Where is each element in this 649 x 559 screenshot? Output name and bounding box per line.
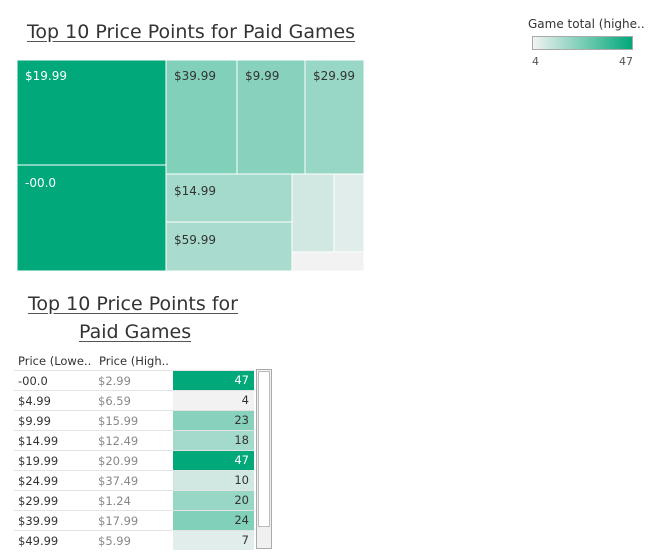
game-total-cell: 10 [173,471,254,490]
table-row[interactable]: $49.99 $5.99 7 [14,530,254,550]
table-row[interactable]: $39.99 $17.99 24 [14,510,254,530]
table-row[interactable]: $29.99 $1.24 20 [14,490,254,510]
game-total-cell: 24 [173,511,254,530]
table-row[interactable]: $9.99 $15.99 23 [14,410,254,430]
table-row[interactable]: $14.99 $12.49 18 [14,430,254,450]
treemap-tile[interactable] [304,59,365,175]
game-total-cell: 18 [173,431,254,450]
legend-title: Game total (highe.. [528,17,645,31]
treemap-title: Top 10 Price Points for Paid Games [27,21,356,43]
treemap-tile-label: $9.99 [245,69,279,83]
price-high-cell: $5.99 [98,534,131,548]
game-total-cell: 23 [173,411,254,430]
price-low-cell: -00.0 [18,374,48,388]
legend-min-label: 4 [532,55,539,68]
treemap-tile[interactable] [165,173,293,223]
price-high-cell: $6.59 [98,394,131,408]
game-total-cell: 4 [173,391,254,410]
price-high-cell: $17.99 [98,514,139,528]
table-title-line2: Paid Games [79,321,192,343]
treemap-tile[interactable] [291,251,365,272]
price-low-cell: $9.99 [18,414,51,428]
column-header-price-low[interactable]: Price (Lowe.. [18,354,92,368]
price-low-cell: $29.99 [18,494,59,508]
table-row[interactable]: $24.99 $37.49 10 [14,470,254,490]
treemap-tile-label: $29.99 [313,69,355,83]
legend-max-label: 47 [619,55,633,68]
treemap-chart: $19.99 -00.0 $39.99 $9.99 $29.99 $14.99 $59.99 [16,59,365,272]
price-high-cell: $15.99 [98,414,139,428]
treemap-tile-label: $39.99 [174,69,216,83]
table-row[interactable]: $19.99 $20.99 47 [14,450,254,470]
table-row[interactable]: -00.0 $2.99 47 [14,370,254,390]
treemap-tile[interactable] [165,59,238,175]
treemap-tile[interactable] [236,59,306,175]
price-high-cell: $37.49 [98,474,139,488]
price-low-cell: $49.99 [18,534,59,548]
legend-color-ramp [532,36,633,50]
table-row[interactable]: $4.99 $6.59 4 [14,390,254,410]
treemap-tile-label: $19.99 [25,69,67,83]
price-low-cell: $39.99 [18,514,59,528]
game-total-cell: 7 [173,531,254,550]
treemap-tile[interactable] [291,173,335,253]
treemap-tile-label: -00.0 [25,176,56,190]
treemap-tile[interactable] [333,173,365,253]
price-high-cell: $1.24 [98,494,131,508]
treemap-tile-label: $59.99 [174,233,216,247]
price-low-cell: $19.99 [18,454,59,468]
scrollbar-thumb[interactable] [258,371,270,527]
table-title-line1: Top 10 Price Points for [28,293,238,315]
table-scrollbar[interactable] [256,369,272,549]
price-low-cell: $14.99 [18,434,59,448]
price-high-cell: $12.49 [98,434,139,448]
treemap-tile[interactable] [16,164,167,272]
price-low-cell: $4.99 [18,394,51,408]
treemap-tile-label: $14.99 [174,184,216,198]
price-low-cell: $24.99 [18,474,59,488]
game-total-cell: 47 [173,451,254,470]
column-header-price-high[interactable]: Price (High.. [99,354,169,368]
game-total-cell: 20 [173,491,254,510]
price-high-cell: $20.99 [98,454,139,468]
price-high-cell: $2.99 [98,374,131,388]
game-total-cell: 47 [173,371,254,390]
